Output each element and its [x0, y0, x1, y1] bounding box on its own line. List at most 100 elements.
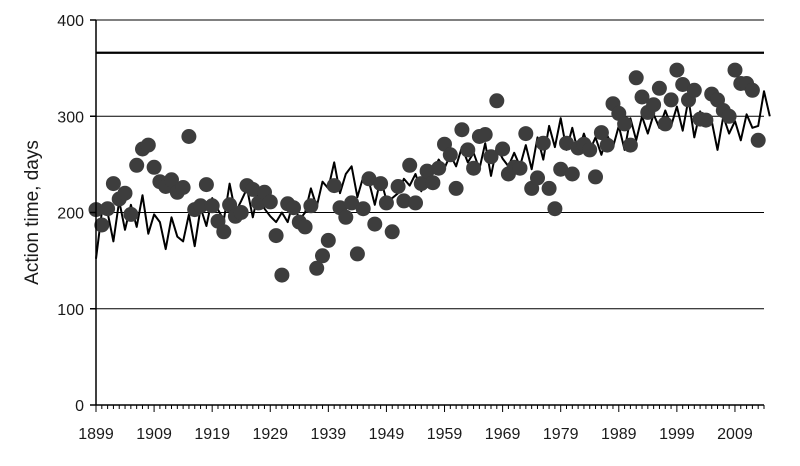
data-point: [553, 161, 569, 177]
data-point: [105, 176, 121, 192]
data-point: [286, 200, 301, 216]
data-point: [727, 62, 743, 78]
data-point: [750, 132, 766, 148]
x-tick-label: 1949: [369, 426, 405, 443]
data-point: [721, 108, 737, 124]
data-point: [175, 180, 191, 195]
data-point: [338, 209, 354, 225]
data-point: [204, 198, 220, 214]
data-point: [198, 177, 214, 193]
data-point: [634, 89, 650, 105]
data-point: [378, 195, 394, 211]
data-point: [408, 195, 423, 211]
data-point: [361, 171, 377, 187]
data-point: [651, 80, 667, 96]
data-point: [315, 248, 330, 264]
data-point: [744, 82, 760, 98]
data-point: [628, 70, 644, 86]
data-point: [530, 170, 545, 186]
data-point: [669, 62, 685, 78]
data-point: [164, 172, 179, 188]
data-point: [466, 160, 482, 176]
data-point: [646, 97, 662, 113]
data-point: [588, 169, 603, 185]
y-tick-label: 0: [75, 398, 84, 415]
y-axis-title: Action time, days: [22, 140, 43, 285]
x-tick-label: 1929: [252, 426, 288, 443]
data-point: [431, 160, 447, 176]
data-point: [559, 135, 574, 151]
data-point: [483, 149, 499, 165]
data-point: [146, 159, 162, 175]
data-point: [355, 201, 371, 217]
data-point: [622, 137, 638, 153]
data-point: [268, 228, 284, 244]
data-point: [582, 142, 598, 158]
data-point: [535, 135, 551, 151]
data-point: [344, 195, 360, 211]
x-tick-label: 2009: [717, 426, 753, 443]
data-point: [245, 181, 261, 197]
x-tick-label: 1979: [543, 426, 579, 443]
data-point: [123, 206, 139, 222]
x-tick-label: 1989: [601, 426, 637, 443]
data-point: [402, 157, 418, 173]
data-point: [262, 194, 278, 210]
tick-labels: 0 100 200 300 400 1899 1909 1919 1929 1939 1949 195…: [57, 13, 753, 443]
data-point: [117, 185, 133, 201]
data-point: [222, 197, 238, 213]
data-point: [425, 175, 441, 191]
data-point: [100, 201, 116, 217]
y-tick-label: 400: [57, 13, 84, 30]
axes: [90, 19, 765, 412]
y-tick-label: 200: [57, 206, 84, 223]
data-point: [547, 201, 563, 217]
data-point: [675, 77, 691, 92]
data-point: [541, 180, 557, 196]
data-point: [460, 142, 476, 158]
data-point: [518, 126, 534, 142]
data-point: [297, 219, 313, 235]
data-point: [599, 137, 615, 153]
data-point: [349, 246, 365, 262]
data-point: [140, 137, 156, 153]
data-point: [512, 160, 528, 176]
data-point: [442, 147, 458, 163]
data-point: [448, 180, 464, 196]
data-point: [390, 179, 406, 194]
data-point: [396, 193, 412, 209]
x-tick-label: 1969: [485, 426, 521, 443]
data-point: [698, 112, 714, 128]
data-point: [384, 224, 400, 240]
data-point: [686, 82, 702, 98]
data-point: [309, 260, 325, 276]
y-tick-label: 100: [57, 302, 84, 319]
data-point: [193, 198, 209, 214]
data-point: [320, 232, 336, 248]
data-point: [593, 125, 609, 141]
data-point: [657, 116, 673, 132]
data-point: [233, 205, 249, 220]
data-point: [617, 116, 633, 132]
data-point: [663, 92, 679, 108]
x-tick-label: 1909: [136, 426, 172, 443]
data-point: [216, 224, 232, 240]
data-point: [495, 141, 511, 157]
data-point: [129, 157, 145, 173]
x-tick-label: 1939: [311, 426, 347, 443]
data-point: [373, 176, 389, 192]
data-point: [303, 198, 319, 214]
y-tick-label: 300: [57, 109, 84, 126]
x-tick-label: 1919: [194, 426, 230, 443]
data-point: [367, 216, 383, 232]
data-point: [413, 176, 429, 192]
data-point: [454, 122, 470, 138]
data-point: [564, 166, 580, 182]
data-point: [419, 163, 435, 179]
data-point: [477, 127, 493, 142]
x-tick-label: 1899: [78, 426, 114, 443]
x-tick-label: 1999: [659, 426, 695, 443]
observed-points-series: [88, 62, 766, 283]
data-point: [94, 217, 110, 233]
